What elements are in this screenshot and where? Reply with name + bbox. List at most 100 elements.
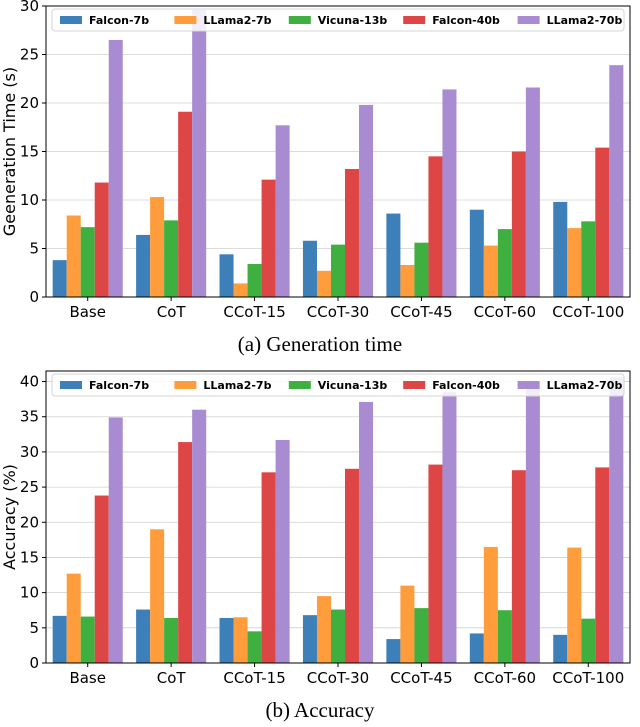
time-bar-vicuna-13b-ccot-100 xyxy=(581,221,596,297)
time-bar-falcon-40b-ccot-60 xyxy=(511,151,526,297)
accuracy-xtick-label: CCoT-45 xyxy=(390,669,452,687)
time-bar-llama2-7b-ccot-60 xyxy=(483,245,498,297)
accuracy-bar-llama2-7b-cot xyxy=(150,529,165,663)
time-legend-label-falcon-40b: Falcon-40b xyxy=(432,14,500,27)
time-bar-vicuna-13b-base xyxy=(80,227,95,297)
time-xtick-label: CoT xyxy=(157,303,187,321)
accuracy-bar-falcon-7b-ccot-15 xyxy=(219,617,234,663)
accuracy-bar-falcon-7b-ccot-60 xyxy=(469,633,484,663)
time-ytick-label: 5 xyxy=(29,240,39,258)
time-bar-llama2-70b-cot xyxy=(192,9,207,297)
time-xtick-label: CCoT-100 xyxy=(552,303,624,321)
accuracy-legend-swatch-vicuna-13b xyxy=(288,381,311,389)
accuracy-caption: (b) Accuracy xyxy=(265,698,375,722)
time-bar-vicuna-13b-ccot-60 xyxy=(497,229,512,297)
accuracy-bar-llama2-70b-cot xyxy=(192,409,207,663)
accuracy-xtick-label: CCoT-30 xyxy=(307,669,369,687)
time-ytick-label: 25 xyxy=(20,46,39,64)
accuracy-bar-llama2-70b-ccot-15 xyxy=(275,439,290,663)
accuracy-y-axis-label: Accuracy (%) xyxy=(0,464,19,570)
time-bar-vicuna-13b-ccot-15 xyxy=(247,264,262,297)
generation-time-caption: (a) Generation time xyxy=(237,332,403,356)
time-xtick-label: CCoT-30 xyxy=(307,303,369,321)
time-legend: Falcon-7b LLama2-7b Vicuna-13b Falcon-40b LL… xyxy=(51,8,625,32)
accuracy-bar-vicuna-13b-cot xyxy=(164,617,179,663)
time-bar-falcon-40b-ccot-45 xyxy=(428,156,443,297)
accuracy-legend-swatch-falcon-7b xyxy=(60,381,82,389)
accuracy-xtick-label: Base xyxy=(69,669,106,687)
accuracy-legend-label-falcon-40b: Falcon-40b xyxy=(432,379,500,392)
time-bar-llama2-70b-base xyxy=(108,39,123,297)
accuracy-bar-falcon-40b-ccot-60 xyxy=(511,470,526,663)
time-legend-box xyxy=(51,8,625,32)
time-bar-falcon-40b-ccot-30 xyxy=(345,168,360,297)
accuracy-bar-falcon-40b-ccot-45 xyxy=(428,464,443,663)
time-bar-falcon-7b-ccot-60 xyxy=(469,209,484,297)
time-ytick-label: 15 xyxy=(20,143,39,161)
time-y-axis-label: Geeneration Time (s) xyxy=(0,67,19,236)
time-legend-label-llama2-70b: LLama2-70b xyxy=(547,14,623,27)
accuracy-bar-llama2-7b-base xyxy=(66,573,81,663)
accuracy-bar-falcon-7b-ccot-100 xyxy=(553,634,568,663)
time-bar-llama2-7b-cot xyxy=(150,197,165,297)
accuracy-bar-llama2-70b-ccot-30 xyxy=(359,401,374,663)
accuracy-ytick-label: 10 xyxy=(20,584,39,602)
time-bar-falcon-40b-base xyxy=(94,182,109,297)
accuracy-legend: Falcon-7b LLama2-7b Vicuna-13b Falcon-40b LL… xyxy=(51,373,625,397)
time-bar-vicuna-13b-ccot-45 xyxy=(414,242,429,297)
accuracy-bar-llama2-70b-ccot-45 xyxy=(442,392,457,663)
time-legend-swatch-llama2-70b xyxy=(517,16,540,24)
accuracy-ytick-label: 15 xyxy=(20,548,39,566)
time-bar-falcon-7b-ccot-30 xyxy=(302,240,317,297)
accuracy-xtick-label: CCoT-60 xyxy=(474,669,536,687)
accuracy-bar-falcon-40b-base xyxy=(94,495,109,663)
time-legend-swatch-vicuna-13b xyxy=(288,16,311,24)
time-bar-falcon-7b-ccot-15 xyxy=(219,254,234,297)
accuracy-bar-llama2-7b-ccot-15 xyxy=(233,617,248,663)
accuracy-xtick-label: CCoT-15 xyxy=(223,669,285,687)
time-bar-vicuna-13b-cot xyxy=(164,220,179,297)
time-bar-llama2-7b-ccot-15 xyxy=(233,283,248,297)
time-bar-llama2-7b-base xyxy=(66,215,81,297)
time-bar-falcon-7b-ccot-100 xyxy=(553,201,568,297)
accuracy-bar-falcon-7b-cot xyxy=(136,609,151,663)
time-bar-falcon-40b-cot xyxy=(178,111,193,297)
time-bar-falcon-40b-ccot-100 xyxy=(595,147,610,297)
accuracy-legend-box xyxy=(51,373,625,397)
accuracy-bar-vicuna-13b-ccot-45 xyxy=(414,608,429,663)
time-ytick-label: 20 xyxy=(20,94,39,112)
accuracy-chart: 0 5 10 15 20 25 30 35 40 Base CoT CCoT-15 CCoT-30 CCo… xyxy=(0,370,631,687)
time-xtick-label: CCoT-45 xyxy=(390,303,452,321)
time-legend-label-falcon-7b: Falcon-7b xyxy=(89,14,149,27)
time-bar-falcon-7b-base xyxy=(52,260,67,297)
accuracy-ytick-label: 5 xyxy=(29,619,39,637)
time-legend-swatch-falcon-7b xyxy=(60,16,82,24)
time-legend-label-vicuna-13b: Vicuna-13b xyxy=(318,14,388,27)
accuracy-xtick-label: CCoT-100 xyxy=(552,669,624,687)
time-bar-llama2-70b-ccot-15 xyxy=(275,125,290,297)
accuracy-bar-falcon-7b-ccot-30 xyxy=(302,615,317,663)
time-bar-falcon-40b-ccot-15 xyxy=(261,179,276,297)
accuracy-bar-llama2-70b-base xyxy=(108,417,123,663)
accuracy-bar-vicuna-13b-ccot-15 xyxy=(247,631,262,663)
accuracy-bar-falcon-40b-ccot-100 xyxy=(595,467,610,663)
accuracy-bar-falcon-40b-cot xyxy=(178,442,193,663)
time-axes-frame xyxy=(45,5,631,298)
accuracy-legend-swatch-llama2-7b xyxy=(174,381,197,389)
time-bar-llama2-7b-ccot-100 xyxy=(567,228,582,297)
time-ytick-label: 0 xyxy=(29,288,39,306)
time-bar-llama2-7b-ccot-30 xyxy=(316,270,331,297)
accuracy-ytick-label: 35 xyxy=(20,408,39,426)
time-ytick-label: 10 xyxy=(20,191,39,209)
time-bar-llama2-70b-ccot-45 xyxy=(442,89,457,297)
accuracy-ytick-label: 40 xyxy=(20,373,39,391)
accuracy-legend-label-llama2-7b: LLama2-7b xyxy=(203,379,271,392)
time-bar-llama2-70b-ccot-60 xyxy=(525,87,540,297)
time-bar-vicuna-13b-ccot-30 xyxy=(330,244,346,297)
accuracy-bar-vicuna-13b-base xyxy=(80,616,95,663)
accuracy-ytick-label: 20 xyxy=(20,513,39,531)
time-xtick-label: CCoT-15 xyxy=(223,303,285,321)
accuracy-legend-label-vicuna-13b: Vicuna-13b xyxy=(318,379,388,392)
accuracy-legend-label-llama2-70b: LLama2-70b xyxy=(547,379,623,392)
accuracy-bar-falcon-7b-base xyxy=(52,615,67,663)
